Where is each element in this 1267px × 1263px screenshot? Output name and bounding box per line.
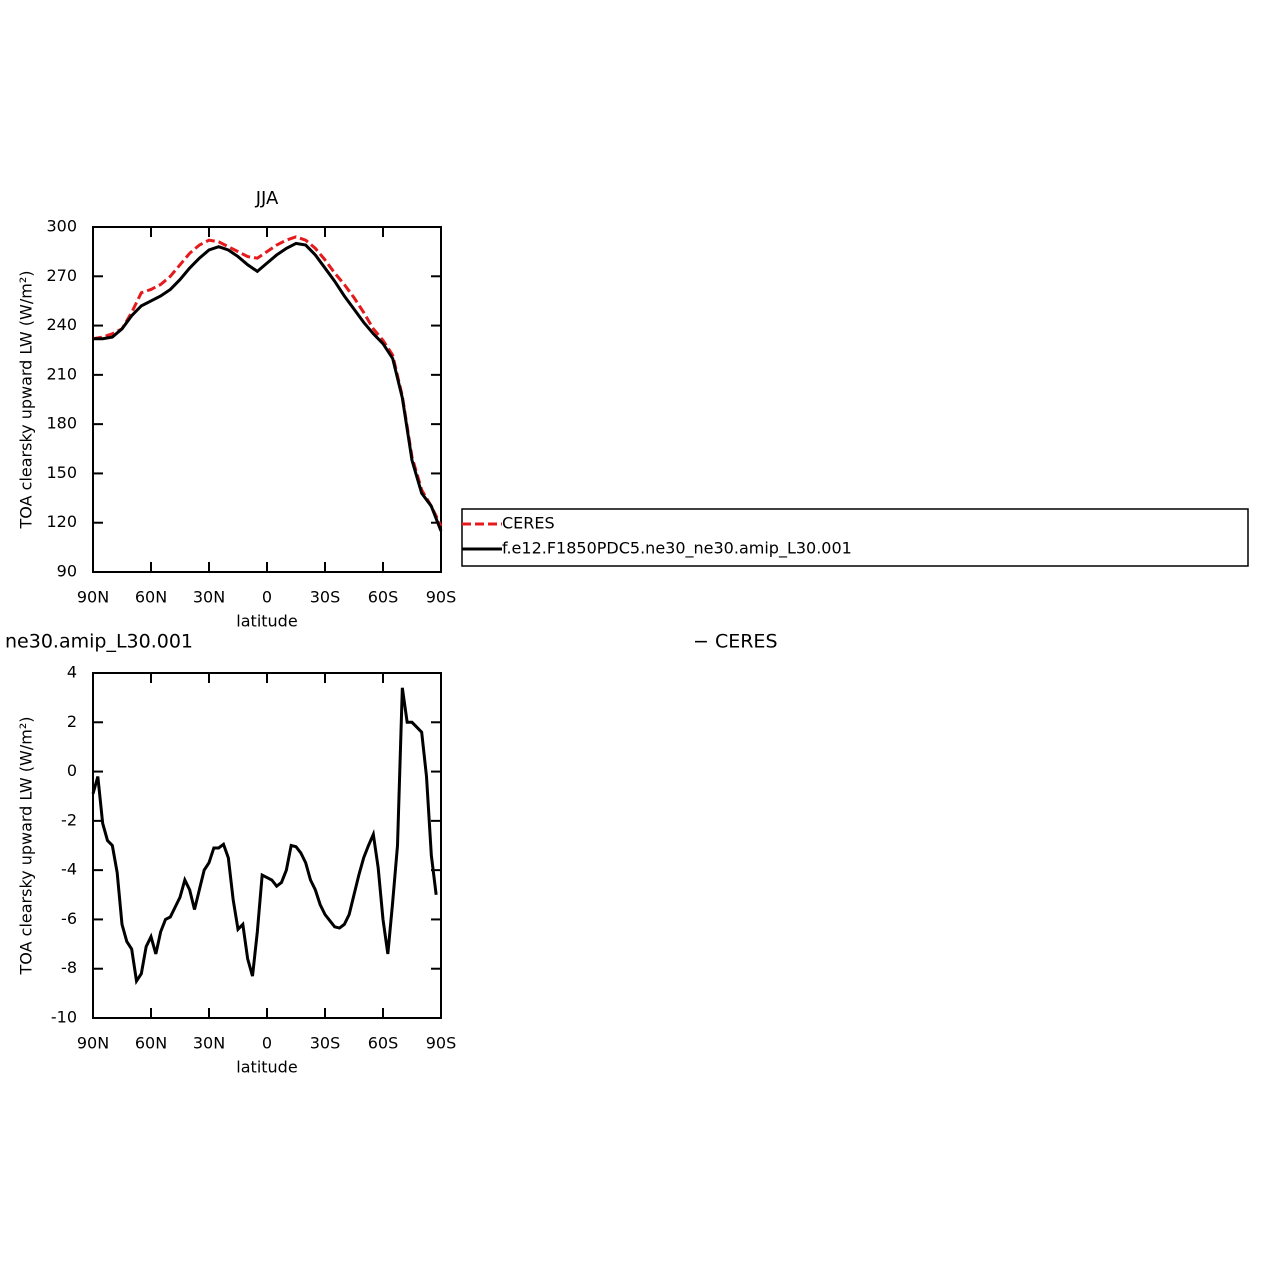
y-axis-label: TOA clearsky upward LW (W/m²) bbox=[17, 271, 36, 530]
y-tick-label: 2 bbox=[67, 712, 77, 731]
x-tick-label: 60N bbox=[135, 1034, 167, 1053]
y-tick-label: 120 bbox=[46, 512, 77, 531]
legend-label: f.e12.F1850PDC5.ne30_ne30.amip_L30.001 bbox=[502, 539, 852, 559]
y-tick-label: -6 bbox=[61, 909, 77, 928]
plot-frame bbox=[92, 226, 442, 573]
legend-label: CERES bbox=[502, 514, 555, 533]
x-tick-label: 30N bbox=[193, 1034, 225, 1053]
y-tick-label: -10 bbox=[51, 1008, 77, 1027]
data-line bbox=[93, 241, 443, 532]
y-tick-label: 210 bbox=[46, 364, 77, 383]
y-tick-label: 240 bbox=[46, 315, 77, 334]
chart-title: JJA bbox=[255, 188, 279, 209]
y-tick-label: -8 bbox=[61, 958, 77, 977]
x-tick-label: 90N bbox=[77, 1034, 109, 1053]
x-tick-label: 60S bbox=[368, 588, 399, 607]
x-tick-label: 90S bbox=[426, 588, 457, 607]
y-tick-label: 4 bbox=[67, 663, 77, 682]
y-tick-label: 90 bbox=[57, 562, 77, 581]
x-tick-label: 30S bbox=[310, 1034, 341, 1053]
x-axis-label: latitude bbox=[236, 1058, 297, 1077]
y-tick-label: 270 bbox=[46, 266, 77, 285]
data-line bbox=[91, 687, 438, 986]
y-tick-label: 300 bbox=[46, 217, 77, 236]
y-tick-label: -4 bbox=[61, 860, 77, 879]
y-tick-label: 150 bbox=[46, 463, 77, 482]
y-tick-label: 180 bbox=[46, 414, 77, 433]
x-axis-label: latitude bbox=[236, 612, 297, 631]
plot-frame bbox=[92, 672, 442, 1019]
x-tick-label: 60S bbox=[368, 1034, 399, 1053]
chart-subtitle: − CERES bbox=[693, 631, 778, 653]
y-axis-label: TOA clearsky upward LW (W/m²) bbox=[17, 717, 36, 976]
x-tick-label: 30S bbox=[310, 588, 341, 607]
data-line bbox=[92, 235, 443, 527]
legend-box bbox=[461, 508, 1249, 567]
x-tick-label: 0 bbox=[262, 1034, 272, 1053]
x-tick-label: 0 bbox=[262, 588, 272, 607]
x-tick-label: 60N bbox=[135, 588, 167, 607]
y-tick-label: 0 bbox=[67, 761, 77, 780]
x-tick-label: 90N bbox=[77, 588, 109, 607]
x-tick-label: 30N bbox=[193, 588, 225, 607]
x-tick-label: 90S bbox=[426, 1034, 457, 1053]
y-tick-label: -2 bbox=[61, 810, 77, 829]
chart-title: ne30.amip_L30.001 bbox=[5, 631, 193, 653]
